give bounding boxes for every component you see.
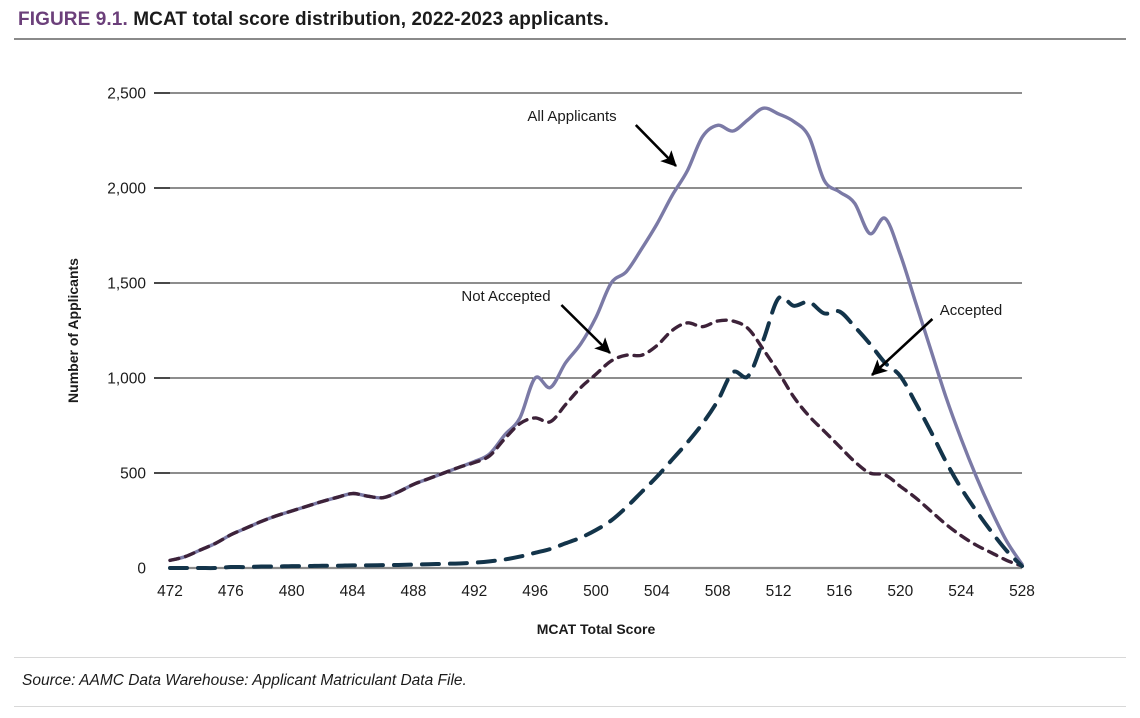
x-axis-tick-label: 488 [400, 583, 426, 600]
x-axis-tick-label: 484 [340, 583, 366, 600]
y-axis-title: Number of Applicants [65, 258, 81, 403]
annotation-label-not-accepted: Not Accepted [461, 288, 550, 305]
x-axis-tick-label: 504 [644, 583, 670, 600]
x-axis-tick-label: 528 [1009, 583, 1035, 600]
series-line-all-applicants [168, 106, 1024, 566]
y-axis-tick-label: 1,000 [107, 371, 146, 388]
x-axis-tick-label: 476 [218, 583, 244, 600]
mcat-score-distribution-chart: 0 500 1,000 1,500 2,000 2,500 472 476 480 484 488 4… [65, 86, 1035, 638]
x-axis-title: MCAT Total Score [537, 621, 656, 637]
y-axis-tick-label: 2,500 [107, 86, 146, 103]
annotation-arrow-not-accepted [560, 304, 611, 354]
x-axis-tick-label: 472 [157, 583, 183, 600]
y-axis-tick-label: 500 [120, 466, 146, 483]
x-axis-tick-label: 512 [766, 583, 792, 600]
figure-header: FIGURE 9.1. MCAT total score distributio… [0, 0, 1140, 40]
x-axis-tick-label: 496 [522, 583, 548, 600]
source-divider-bottom [14, 706, 1126, 707]
series-line-accepted [168, 294, 1024, 571]
x-axis-tick-label: 492 [461, 583, 487, 600]
page-title: MCAT total score distribution, 2022-2023… [127, 9, 609, 30]
y-axis-tick-label: 0 [137, 561, 146, 578]
header-divider [14, 38, 1126, 40]
source-divider-top [14, 657, 1126, 658]
figure-number: FIGURE 9.1. [18, 9, 128, 30]
source-note: Source: AAMC Data Warehouse: Applicant M… [22, 672, 467, 689]
chart-container: 0 500 1,000 1,500 2,000 2,500 472 476 480 484 488 4… [0, 44, 1140, 654]
annotation-label-accepted: Accepted [940, 302, 1003, 319]
annotation-arrow-accepted [871, 318, 934, 376]
y-axis-title-text: Number of Applicants [65, 258, 81, 403]
y-axis-tick-label: 1,500 [107, 276, 146, 293]
series-line-not-accepted [168, 318, 1024, 568]
x-axis-tick-label: 524 [948, 583, 974, 600]
x-axis-tick-label: 508 [705, 583, 731, 600]
annotation-label-all-applicants: All Applicants [527, 108, 616, 125]
y-axis-tick-label: 2,000 [107, 181, 146, 198]
x-axis-tick-label: 500 [583, 583, 609, 600]
x-axis-tick-label: 516 [826, 583, 852, 600]
x-axis-tick-label: 520 [887, 583, 913, 600]
x-axis-tick-label: 480 [279, 583, 305, 600]
annotation-arrow-all-applicants [634, 124, 677, 167]
